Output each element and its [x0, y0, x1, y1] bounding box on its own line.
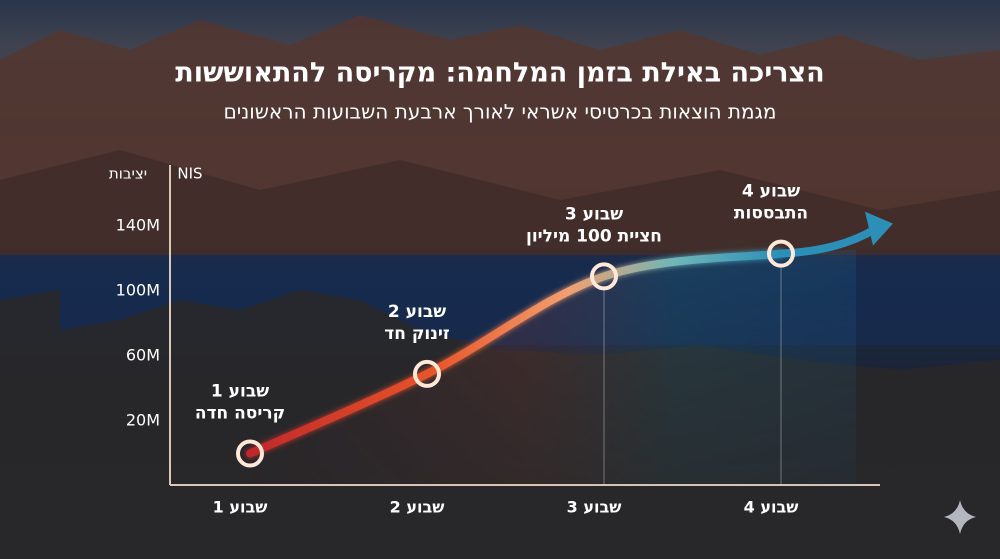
mountains-front [0, 150, 1000, 260]
annotation-text: התבססות [734, 204, 808, 224]
x-tick-label: שבוע 4 [744, 498, 799, 517]
data-line [246, 249, 785, 458]
point-marker [236, 439, 264, 468]
annotation-text: זינוק חד [384, 324, 450, 344]
y-axis-unit: NIS [177, 165, 202, 183]
y-tick-label: 60M [126, 346, 160, 365]
annotation-text: חציית 100 מיליון [526, 226, 662, 246]
x-tick-label: שבוע 2 [390, 498, 445, 517]
x-tick-label: שבוע 1 [213, 498, 268, 517]
trend-arrow-head [865, 211, 893, 246]
point-marker [590, 262, 618, 291]
annotation-title: שבוע 4 [742, 182, 800, 202]
y-tick-label: 140M [116, 216, 160, 235]
annotation-title: שבוע 1 [211, 382, 269, 402]
y-tick-label: 20M [126, 411, 160, 430]
annotation-text: קריסה חדה [195, 404, 285, 424]
point-marker [767, 239, 795, 268]
sparkle-icon [944, 500, 976, 534]
chart-title: הצריכה באילת בזמן המלחמה: מקריסה להתאושש… [175, 58, 824, 89]
annotation-title: שבוע 3 [565, 204, 623, 224]
x-tick-label: שבוע 3 [567, 498, 622, 517]
annotation-title: שבוע 2 [388, 302, 446, 322]
y-axis-note: יציבות [109, 165, 147, 183]
chart-subtitle: מגמת הוצאות בכרטיסי אשראי לאורך ארבעת הש… [224, 100, 777, 124]
area-shade [250, 249, 856, 485]
y-tick-label: 100M [116, 281, 160, 300]
point-marker [413, 359, 441, 388]
